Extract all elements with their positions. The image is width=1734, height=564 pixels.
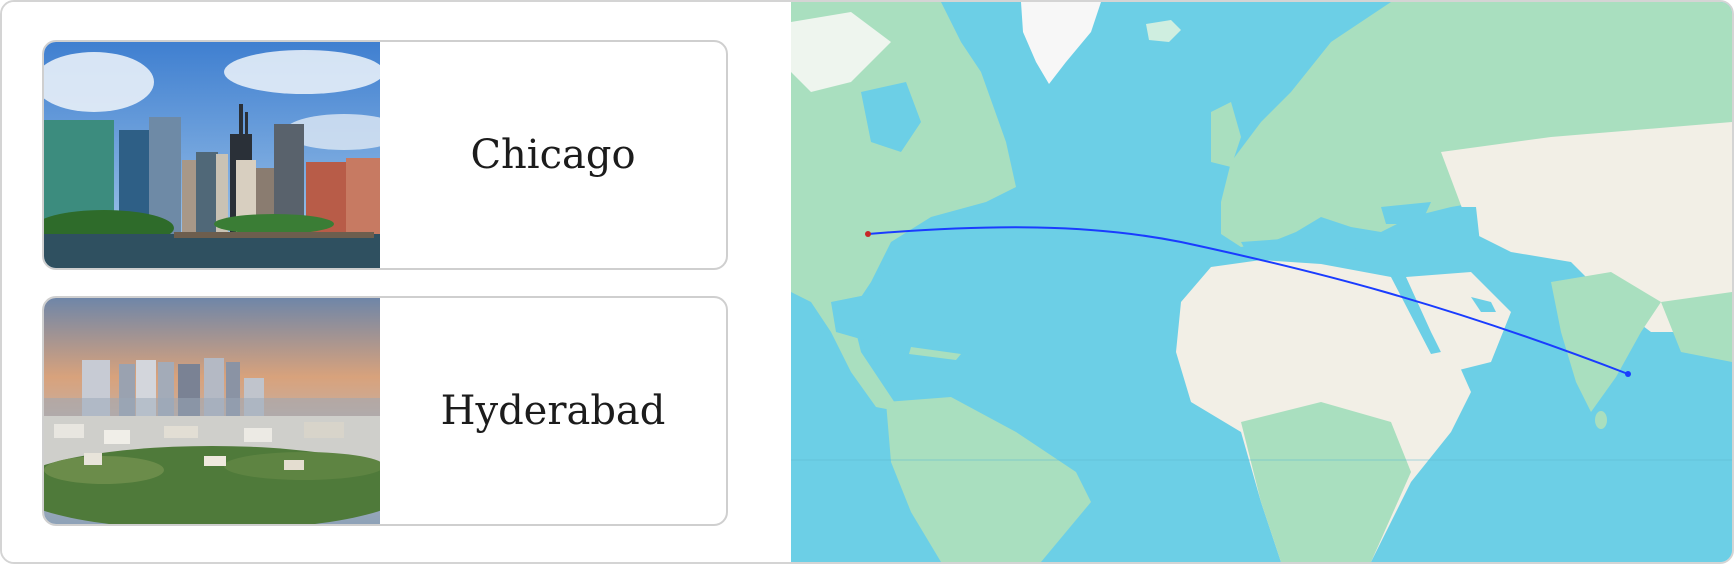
- chicago-skyline-photo: [44, 42, 380, 268]
- flight-route-line: [867, 226, 1629, 375]
- city-name-chicago: Chicago: [470, 132, 636, 178]
- map-uk: [1211, 102, 1241, 167]
- map-black-sea: [1381, 202, 1431, 224]
- map-caspian-sea: [1456, 207, 1481, 257]
- city-card-origin[interactable]: Chicago: [42, 40, 728, 270]
- map-south-america: [886, 397, 1091, 562]
- city-cards-panel: Chicago: [2, 2, 791, 562]
- city-card-destination[interactable]: Hyderabad: [42, 296, 728, 526]
- map-mediterranean: [1241, 237, 1391, 277]
- map-central-africa: [1241, 402, 1411, 562]
- map-hudson-bay: [861, 82, 921, 152]
- map-arctic-islands: [791, 12, 891, 92]
- city-name-hyderabad: Hyderabad: [440, 388, 666, 434]
- map-greenland: [1021, 2, 1101, 84]
- map-iceland: [1146, 20, 1181, 42]
- hyderabad-skyline-photo: [44, 298, 380, 524]
- route-map[interactable]: [791, 2, 1732, 562]
- map-red-sea: [1391, 277, 1441, 354]
- map-southeast-asia: [1661, 292, 1732, 362]
- map-gulf-of-mexico: [831, 292, 901, 342]
- destination-marker-icon[interactable]: [1625, 371, 1631, 377]
- map-arabia: [1406, 272, 1511, 372]
- map-persian-gulf: [1471, 297, 1496, 312]
- map-central-asia: [1441, 122, 1732, 332]
- map-india: [1551, 272, 1661, 412]
- origin-marker-icon[interactable]: [865, 231, 871, 237]
- map-sri-lanka: [1595, 411, 1607, 429]
- map-caribbean: [909, 347, 961, 360]
